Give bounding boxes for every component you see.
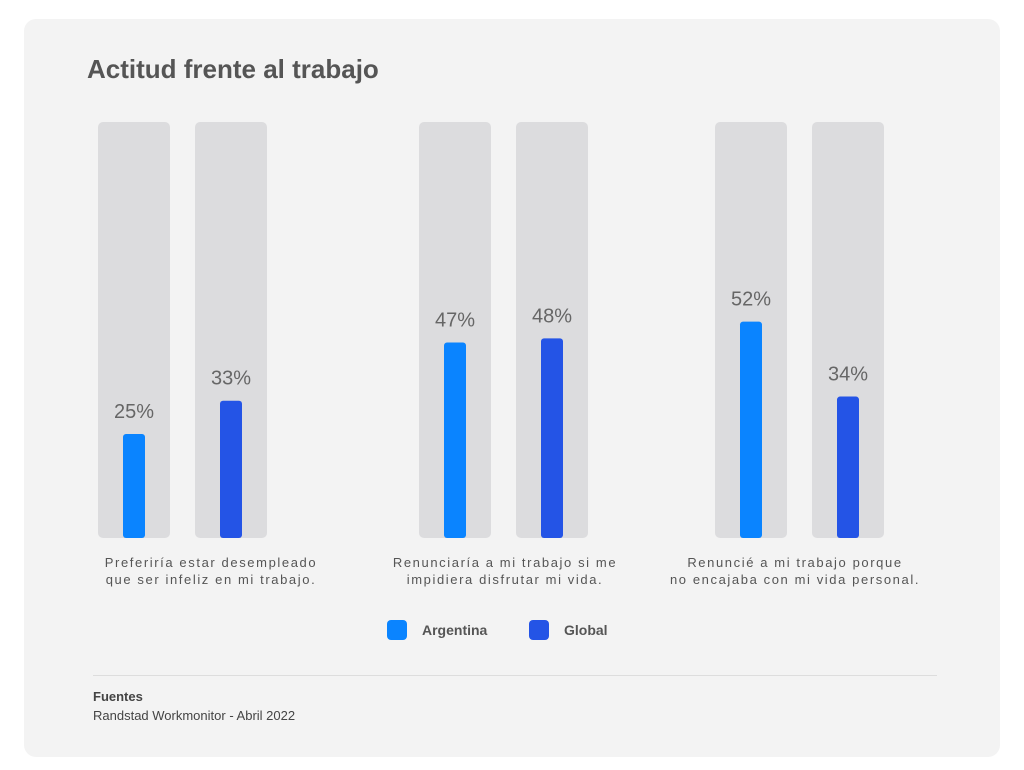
- bar: [541, 338, 563, 538]
- legend-item: Global: [529, 620, 608, 640]
- value-label: 34%: [828, 364, 868, 386]
- value-label: 25%: [114, 401, 154, 423]
- sources-text: Randstad Workmonitor - Abril 2022: [93, 708, 296, 723]
- bar: [740, 321, 762, 538]
- legend-label: Global: [564, 622, 608, 638]
- bar-track: [812, 122, 884, 538]
- bar: [837, 396, 859, 538]
- x-category-label: Renunciaría a mi trabajo si me impidiera…: [392, 555, 618, 587]
- legend-label: Argentina: [422, 622, 488, 638]
- bar: [220, 400, 242, 538]
- bar-track: [98, 122, 170, 538]
- bar-track: [195, 122, 267, 538]
- x-category-label: Preferiría estar desempleado que ser inf…: [104, 555, 318, 587]
- bar-track: [516, 122, 588, 538]
- sources-title: Fuentes: [93, 689, 143, 704]
- legend-swatch: [387, 620, 407, 640]
- value-label: 33%: [211, 368, 251, 390]
- value-label: 52%: [731, 289, 771, 311]
- divider: [93, 675, 937, 676]
- chart-title: Actitud frente al trabajo: [87, 54, 379, 84]
- legend-swatch: [529, 620, 549, 640]
- legend-item: Argentina: [387, 620, 487, 640]
- bar: [444, 342, 466, 538]
- value-label: 47%: [435, 309, 475, 331]
- value-label: 48%: [532, 305, 572, 327]
- x-category-label: Renuncié a mi trabajo porque no encajaba…: [669, 555, 921, 587]
- bar: [123, 434, 145, 538]
- bar-track: [419, 122, 491, 538]
